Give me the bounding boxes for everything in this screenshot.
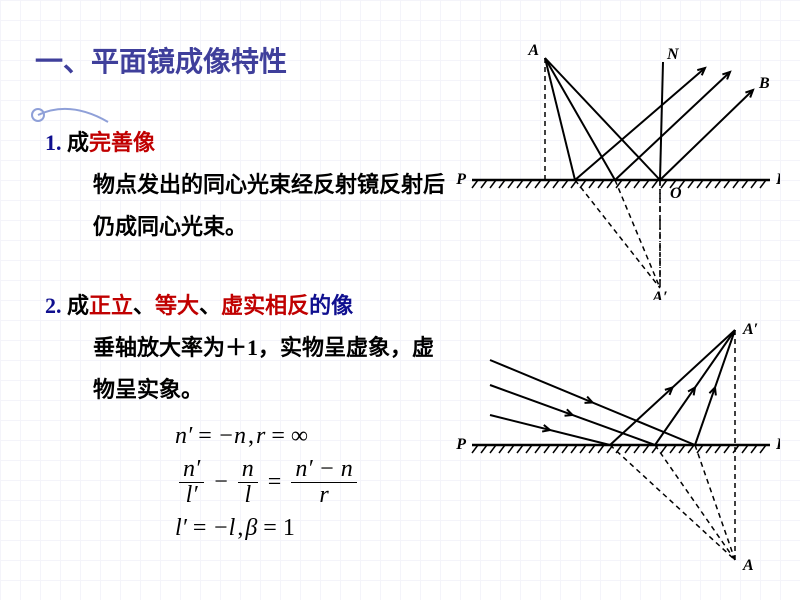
svg-text:P: P: [455, 171, 466, 188]
svg-text:A: A: [742, 557, 754, 574]
point-1-key: 完善像: [89, 130, 155, 155]
svg-text:P: P: [775, 171, 780, 188]
svg-text:B: B: [758, 75, 770, 92]
svg-text:P: P: [775, 436, 780, 453]
svg-text:A′: A′: [651, 289, 667, 300]
formula-3: l′ = −l, β = 1: [175, 514, 361, 543]
svg-text:O: O: [670, 185, 682, 202]
point-2-prefix: 成: [67, 293, 89, 318]
point-2-tail: 的像: [309, 293, 353, 318]
point-1-prefix: 成: [67, 130, 89, 155]
point-2-k1: 正立: [89, 293, 133, 318]
formula-1: n′ = −n, r = ∞: [175, 422, 361, 451]
svg-text:A′: A′: [742, 321, 758, 338]
formula-2: n′l′ − nl = n′ − nr: [175, 457, 361, 508]
point-2-k2: 等大: [155, 293, 199, 318]
point-2-body: 垂轴放大率为＋1，实物呈虚象，虚物呈实象。: [45, 327, 455, 411]
svg-text:P: P: [455, 436, 466, 453]
diagram-1: A N B P P O A′: [450, 40, 780, 300]
diagram-2: A′ A P P: [450, 315, 780, 575]
point-1-num: 1.: [45, 130, 62, 155]
svg-text:A: A: [527, 42, 539, 59]
svg-text:N: N: [666, 46, 680, 63]
point-2-k3: 虚实相反: [221, 293, 309, 318]
section-title: 一、平面镜成像特性: [35, 40, 287, 80]
point-2-head: 2. 成正立、等大、虚实相反的像: [45, 285, 455, 327]
point-1-body: 物点发出的同心光束经反射镜反射后仍成同心光束。: [45, 164, 455, 248]
formula-block: n′ = −n, r = ∞ n′l′ − nl = n′ − nr l′ = …: [175, 422, 361, 549]
point-2-num: 2.: [45, 293, 62, 318]
point-1-head: 1. 成完善像: [45, 122, 455, 164]
content-column: 1. 成完善像 物点发出的同心光束经反射镜反射后仍成同心光束。 2. 成正立、等…: [45, 122, 455, 411]
